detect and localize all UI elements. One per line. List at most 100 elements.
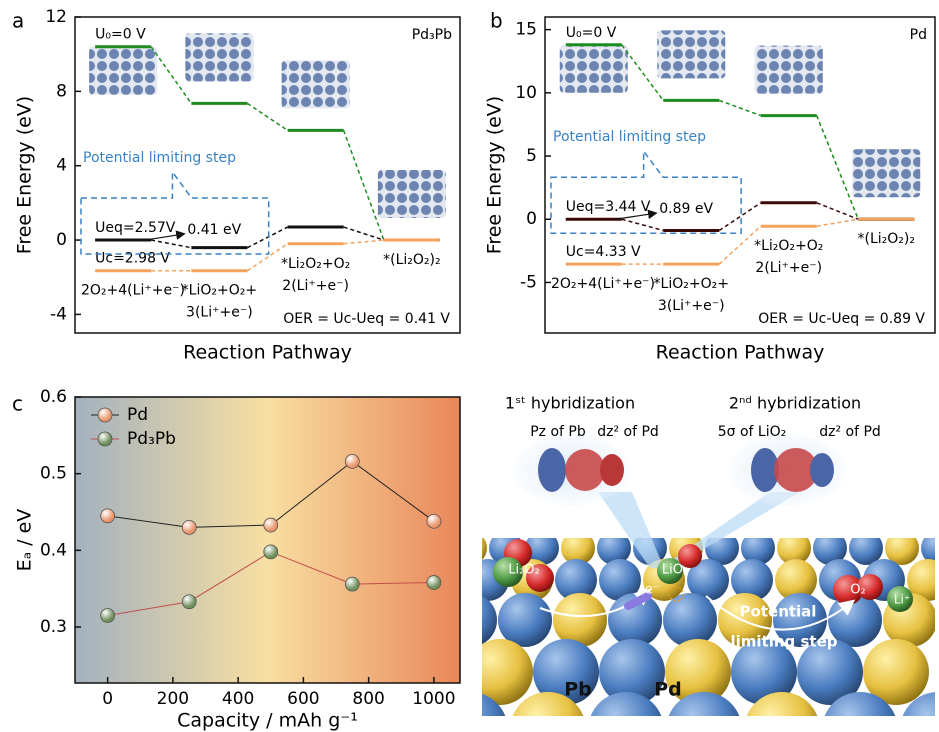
connector	[343, 226, 385, 241]
connector	[150, 46, 192, 104]
caption: dz² of Pd	[597, 424, 659, 440]
atom	[746, 692, 818, 716]
arrow	[705, 595, 856, 631]
molecule-label: Li⁺	[894, 593, 910, 607]
plot-frame	[74, 16, 461, 334]
panel-title: Pd₃Pb	[412, 27, 452, 43]
y-tick-label: 15	[515, 20, 537, 40]
structure-image	[185, 33, 254, 82]
y-tick-label: -4	[50, 304, 67, 324]
atom	[599, 639, 665, 705]
y-tick-label: 8	[56, 81, 67, 101]
data-point	[181, 594, 197, 610]
caption: 2ⁿᵈ hybridization	[729, 394, 861, 413]
atom	[665, 639, 731, 705]
line-panel: 0 200 400 600 800 1000 0.3 0.4 0.5 0.6 Capacity / …	[14, 387, 461, 732]
x-tick-label: 400	[222, 689, 254, 709]
structure-image	[89, 46, 158, 95]
connector	[247, 226, 288, 249]
connector	[816, 115, 859, 220]
connector	[246, 243, 289, 272]
atom	[731, 559, 773, 601]
category-label: *LiO₂+O₂+	[654, 276, 729, 292]
category-label: *(Li₂O₂)₂	[858, 231, 915, 247]
structure-image	[754, 45, 823, 94]
y-axis-label: Free Energy (eV)	[484, 96, 506, 254]
orbital-lobe	[810, 453, 834, 487]
annotation: 0.89 eV	[659, 201, 713, 217]
series-label: Ueq=2.57V	[95, 220, 176, 236]
element-label: Pb	[564, 679, 592, 701]
atom	[775, 559, 817, 601]
connector	[246, 102, 289, 132]
panel-label: c	[12, 392, 23, 416]
callout	[550, 148, 742, 234]
connector	[718, 99, 762, 117]
annotation: Potential limiting step	[83, 150, 236, 166]
panel-label: a	[12, 9, 24, 33]
atom	[773, 593, 827, 647]
connector	[718, 202, 762, 232]
callout	[80, 169, 270, 255]
connector	[150, 239, 192, 249]
atom	[902, 692, 935, 716]
atom	[561, 538, 595, 565]
x-axis-label: Reaction Pathway	[183, 342, 352, 364]
atom	[482, 639, 533, 705]
y-tick-label: 4	[56, 156, 67, 176]
orbital-lobe	[600, 454, 624, 486]
atom-li	[657, 558, 683, 584]
x-axis-label: Reaction Pathway	[656, 342, 825, 364]
atom	[590, 692, 662, 716]
data-point	[263, 517, 279, 533]
connector	[621, 44, 664, 101]
series-label: U₀=0 V	[95, 27, 146, 43]
data-point	[263, 544, 279, 560]
plot-frame	[74, 396, 461, 684]
series-label: U₀=0 V	[566, 25, 617, 41]
category-label: 3(Li⁺+e⁻)	[186, 305, 253, 321]
orbital-lobe	[774, 448, 818, 492]
y-tick-label: 12	[45, 7, 67, 27]
legend-label: Pd₃Pb	[127, 429, 176, 449]
data-point	[426, 513, 442, 529]
energy-panel: -5 0 5 10 15 Free Energy (eV) Reaction Pathway…	[484, 16, 936, 364]
y-tick-label: 0	[56, 230, 67, 250]
category-label: 2O₂+4(Li⁺+e⁻)	[551, 276, 655, 292]
atom	[482, 693, 506, 716]
electron-arrow	[624, 592, 652, 610]
caption: Pz of Pb	[530, 424, 586, 440]
atom-o	[678, 544, 702, 568]
annotation-arrow	[615, 209, 658, 220]
structure-image	[657, 30, 726, 79]
category-label: 2(Li⁺+e⁻)	[755, 260, 822, 276]
surface	[482, 538, 935, 716]
atom	[533, 639, 599, 705]
x-tick-label: 200	[157, 689, 189, 709]
atom	[608, 593, 662, 647]
category-label: 3(Li⁺+e⁻)	[658, 298, 725, 314]
connector	[342, 130, 385, 241]
caption: 1ˢᵗ hybridization	[505, 394, 635, 413]
x-tick-label: 0	[102, 689, 113, 709]
connector	[816, 218, 859, 227]
legend-marker	[97, 407, 113, 423]
annotation-arrow	[145, 230, 186, 241]
orbital-lobe	[751, 448, 779, 492]
annotation: 0.41 eV	[187, 222, 241, 238]
legend-marker	[97, 431, 113, 447]
data-point	[100, 608, 116, 623]
y-tick-label: 0.4	[40, 540, 67, 560]
connector	[621, 218, 664, 232]
atom	[663, 593, 717, 647]
structure-image	[377, 170, 446, 219]
atom	[741, 538, 775, 565]
series-label: Ueq=3.44 V	[566, 199, 651, 215]
annotation: OER = Uc-Ueq = 0.89 V	[758, 311, 925, 327]
atom-li	[493, 557, 523, 587]
atom	[599, 559, 641, 601]
structure-image	[559, 44, 628, 93]
y-tick-label: 10	[515, 83, 537, 103]
y-tick-label: 0	[526, 209, 537, 229]
